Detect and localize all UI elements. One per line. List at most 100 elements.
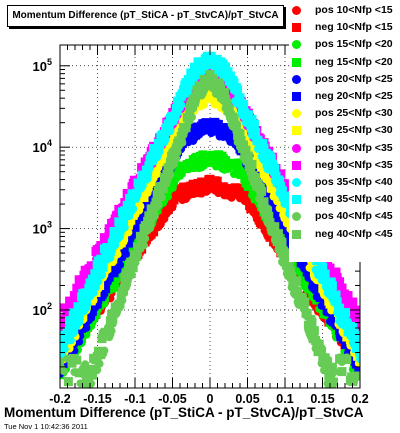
data-point [198, 83, 208, 93]
data-point [155, 214, 165, 224]
data-point [173, 191, 183, 201]
data-point [90, 269, 100, 279]
data-point [239, 140, 249, 150]
data-point [171, 143, 181, 153]
legend-marker [292, 143, 301, 153]
data-point [276, 169, 286, 179]
data-point [351, 371, 361, 381]
data-point [305, 323, 315, 333]
data-point [67, 358, 77, 368]
data-point [123, 238, 133, 248]
data-point [264, 211, 274, 221]
data-point [263, 206, 273, 216]
data-point [251, 173, 261, 183]
data-point [126, 198, 136, 208]
legend-label: neg 20<Nfp <25 [315, 90, 393, 102]
data-point [273, 210, 283, 220]
data-point [320, 269, 330, 279]
data-point [147, 153, 157, 163]
data-point [147, 192, 157, 202]
data-point [123, 266, 133, 276]
data-point [246, 164, 256, 174]
legend-label: pos 35<Nfp <40 [315, 176, 393, 188]
data-point [331, 267, 341, 277]
data-point [74, 368, 84, 378]
data-point [177, 127, 187, 137]
data-point [181, 123, 191, 133]
data-point [189, 97, 199, 107]
data-point [276, 181, 286, 191]
data-point [132, 251, 142, 261]
data-point [219, 88, 229, 98]
data-point [204, 79, 214, 89]
data-point [335, 277, 345, 287]
data-point [193, 89, 203, 99]
data-point [165, 157, 175, 167]
data-point [327, 362, 337, 372]
data-point [343, 291, 353, 301]
legend-entry: pos 20<Nfp <25 [289, 72, 400, 90]
legend-label: neg 35<Nfp <40 [315, 193, 393, 206]
data-point [247, 159, 257, 169]
x-tick-label: 0 [207, 392, 214, 406]
legend-entry: neg 35<Nfp <40 [289, 192, 400, 210]
data-point [95, 270, 105, 280]
data-point [119, 286, 129, 296]
data-point [354, 333, 364, 343]
data-point [137, 213, 147, 223]
legend-marker [292, 74, 301, 84]
x-tick-label: -0.2 [49, 392, 71, 406]
data-point [270, 164, 280, 174]
data-point [134, 242, 144, 252]
data-point [145, 219, 155, 229]
data-point [97, 290, 107, 300]
data-point [98, 262, 108, 272]
legend-label: neg 30<Nfp <35 [315, 158, 393, 171]
data-point [235, 129, 245, 139]
data-point [283, 196, 293, 206]
legend-marker [292, 40, 301, 50]
data-point [291, 276, 301, 286]
data-point [59, 367, 68, 376]
data-point [101, 254, 111, 264]
data-point [300, 298, 310, 308]
legend-entry: pos 15<Nfp <20 [289, 37, 400, 55]
legend-entry: neg 30<Nfp <35 [289, 158, 400, 176]
timestamp: Tue Nov 1 10:42:36 2011 [4, 422, 88, 431]
data-point [351, 314, 361, 324]
data-point [281, 248, 291, 258]
legend: pos 10<Nfp <15 neg 10<Nfp <15 pos 15<Nfp <… [289, 0, 400, 262]
x-tick-label: 0.2 [351, 392, 368, 406]
data-point [164, 121, 174, 131]
data-point [347, 372, 357, 382]
data-point [253, 209, 263, 219]
data-point [257, 162, 267, 172]
legend-entry: neg 25<Nfp <30 [289, 123, 400, 141]
data-point [123, 220, 133, 230]
legend-marker [292, 109, 301, 119]
data-point [242, 156, 252, 166]
data-point [275, 176, 285, 186]
data-point [128, 263, 138, 273]
data-point [107, 261, 117, 271]
data-point [335, 303, 345, 313]
data-point [265, 232, 275, 242]
data-point [67, 325, 77, 335]
legend-marker [292, 126, 301, 136]
data-point [158, 184, 168, 194]
data-point [335, 354, 345, 364]
data-point [149, 207, 159, 217]
data-point [115, 299, 125, 309]
data-point [297, 267, 307, 277]
data-point [185, 77, 195, 87]
data-point [247, 114, 257, 124]
legend-marker [292, 57, 301, 67]
data-point [65, 316, 75, 326]
mask-left [0, 0, 60, 433]
data-point [222, 98, 232, 108]
data-point [264, 170, 274, 180]
data-point [195, 126, 205, 136]
data-point [199, 61, 209, 71]
data-point [259, 197, 269, 207]
data-point [175, 136, 185, 146]
